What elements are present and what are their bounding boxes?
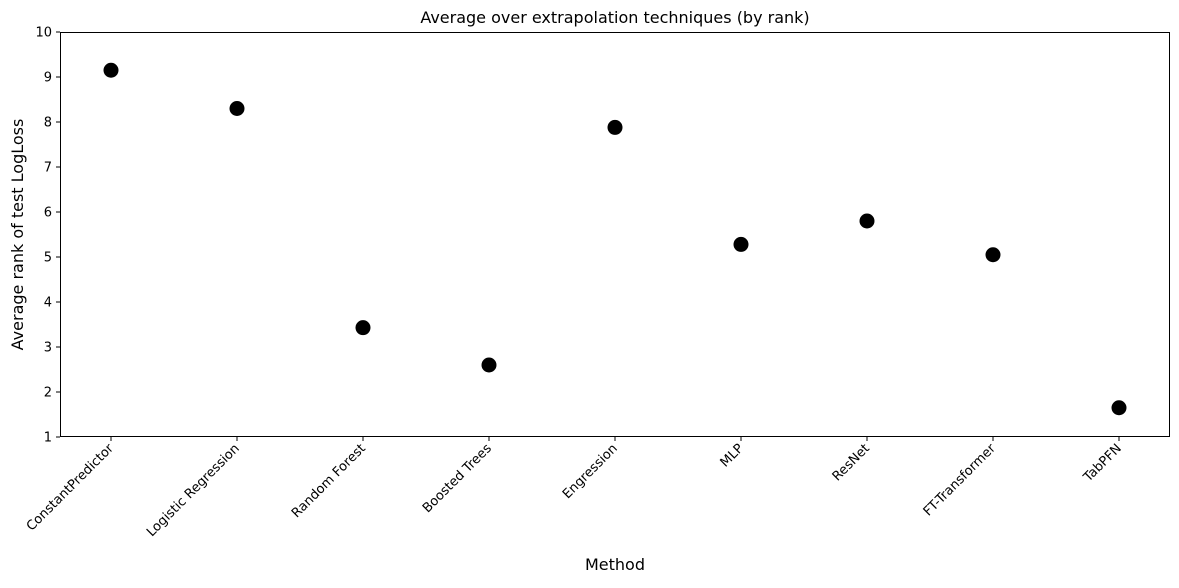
chart-title: Average over extrapolation techniques (b… xyxy=(420,8,809,27)
x-tick-label: TabPFN xyxy=(1080,441,1125,486)
x-tick-label: Random Forest xyxy=(289,441,369,521)
data-points xyxy=(103,62,1127,416)
data-point xyxy=(607,119,623,135)
y-tick-label: 10 xyxy=(35,26,52,41)
x-tick-label: FT-Transformer xyxy=(921,441,1000,520)
data-point xyxy=(985,247,1001,263)
x-tick-label: ConstantPredictor xyxy=(24,441,117,534)
plot-area xyxy=(60,32,1170,437)
x-axis: ConstantPredictor Logistic Regression Rand… xyxy=(24,437,1125,540)
x-tick-label: Engression xyxy=(560,441,621,502)
x-axis-label: Method xyxy=(585,555,645,574)
data-point xyxy=(355,320,371,336)
data-point xyxy=(859,213,875,229)
x-tick-label: Logistic Regression xyxy=(144,441,243,540)
y-axis-label: Average rank of test LogLoss xyxy=(8,119,27,351)
x-tick-label: ResNet xyxy=(830,441,873,484)
y-tick-label: 2 xyxy=(44,386,52,401)
data-point xyxy=(103,62,119,78)
data-point xyxy=(229,101,245,116)
y-tick-label: 3 xyxy=(44,341,52,356)
y-tick-label: 8 xyxy=(44,116,52,131)
y-tick-label: 7 xyxy=(44,161,52,176)
y-tick-label: 6 xyxy=(44,206,52,221)
data-point xyxy=(733,236,749,252)
y-tick-label: 1 xyxy=(44,431,52,446)
x-tick-label: MLP xyxy=(718,441,747,470)
y-tick-label: 4 xyxy=(44,296,52,311)
x-tick-label: Boosted Trees xyxy=(420,441,495,516)
y-axis: 1 2 3 4 5 6 7 8 9 10 xyxy=(35,26,60,446)
y-tick-label: 9 xyxy=(44,71,52,86)
data-point xyxy=(481,357,497,373)
y-tick-label: 5 xyxy=(44,251,52,266)
data-point xyxy=(1111,400,1127,416)
